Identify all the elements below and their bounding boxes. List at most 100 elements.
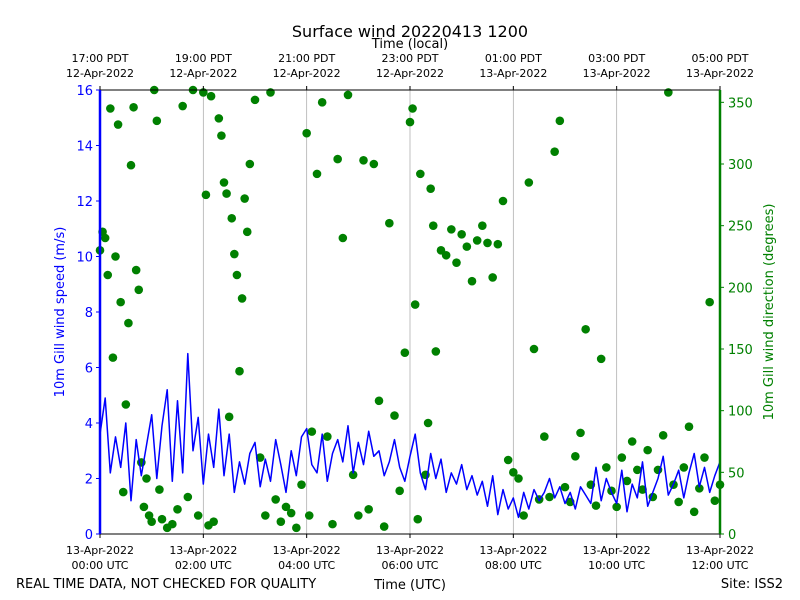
direction-point: [103, 270, 113, 280]
direction-point: [627, 437, 637, 446]
x-tick-label: 13-Apr-2022: [479, 544, 547, 557]
direction-point: [612, 502, 621, 512]
direction-point: [224, 412, 234, 422]
direction-point: [338, 233, 348, 243]
y2-tick-label: 250: [728, 220, 753, 235]
direction-point: [113, 120, 123, 129]
direction-point: [323, 432, 332, 441]
y2-tick-label: 300: [728, 158, 753, 173]
direction-point: [168, 519, 177, 529]
direction-point: [581, 324, 590, 334]
x2-tick-label: 21:00 PDT: [278, 52, 335, 65]
direction-point: [118, 487, 128, 497]
direction-point: [312, 169, 322, 179]
x2-tick-label: 12-Apr-2022: [376, 67, 444, 80]
direction-point: [400, 348, 410, 358]
direction-point: [390, 411, 399, 420]
y-tick-label: 0: [85, 528, 93, 543]
direction-point: [304, 511, 314, 520]
direction-point: [617, 453, 627, 462]
direction-point: [183, 492, 193, 502]
x2-tick-label: 12-Apr-2022: [66, 67, 134, 80]
direction-point: [493, 239, 503, 249]
direction-point: [116, 297, 125, 307]
x2-tick-label: 13-Apr-2022: [583, 67, 651, 80]
direction-point: [281, 502, 291, 512]
x-tick-label: 00:00 UTC: [71, 559, 128, 572]
direction-point: [596, 354, 606, 364]
direction-point: [413, 514, 423, 524]
direction-point: [416, 169, 425, 179]
direction-point: [514, 474, 523, 483]
y-tick-label: 10: [76, 251, 93, 266]
x2-tick-label: 01:00 PDT: [485, 52, 542, 65]
direction-point: [230, 249, 239, 259]
y2-tick-label: 50: [728, 466, 745, 481]
vertical-gridlines: [202, 90, 618, 534]
direction-point: [689, 507, 699, 517]
direction-point: [129, 102, 138, 112]
direction-point: [261, 511, 270, 520]
direction-point: [431, 347, 441, 356]
direction-point: [503, 455, 513, 465]
direction-point: [232, 270, 242, 280]
direction-point: [498, 196, 508, 206]
direction-point: [674, 497, 683, 507]
top-axis-ticks: 17:00 PDT 12-Apr-2022 19:00 PDT 12-Apr-2022…: [66, 52, 754, 90]
x-tick-label: 13-Apr-2022: [376, 544, 444, 557]
direction-point: [695, 484, 704, 493]
direction-point: [643, 445, 652, 455]
direction-point: [467, 276, 477, 286]
direction-point: [139, 502, 149, 512]
direction-point: [488, 273, 497, 282]
direction-point: [131, 265, 141, 275]
direction-point: [173, 505, 182, 514]
direction-point: [201, 190, 211, 200]
direction-point: [423, 418, 433, 428]
direction-point: [297, 480, 306, 489]
direction-point: [408, 104, 417, 113]
direction-point: [217, 131, 226, 140]
x2-tick-label: 13-Apr-2022: [686, 67, 754, 80]
left-axis-label: 10m Gill wind speed (m/s): [53, 227, 68, 398]
direction-point: [348, 470, 358, 480]
y-tick-label: 4: [85, 417, 93, 432]
direction-point: [106, 104, 115, 113]
x2-tick-label: 03:00 PDT: [588, 52, 645, 65]
left-axis-ticks: 0 2 4 6 8 10 12 14 16: [76, 84, 100, 543]
direction-point: [147, 517, 156, 526]
direction-point: [317, 98, 327, 107]
direction-point: [237, 294, 247, 303]
direction-point: [111, 252, 120, 261]
direction-point: [235, 366, 244, 376]
speed-line: [99, 352, 721, 519]
x-tick-label: 13-Apr-2022: [583, 544, 651, 557]
direction-point: [462, 242, 472, 251]
direction-point: [664, 88, 673, 97]
direction-point: [509, 468, 518, 477]
direction-point: [684, 422, 694, 432]
direction-point: [240, 194, 249, 203]
y2-tick-label: 200: [728, 281, 753, 296]
x-tick-label: 02:00 UTC: [175, 559, 232, 572]
y2-tick-label: 150: [728, 343, 753, 358]
direction-point: [591, 501, 601, 510]
chart-title: Surface wind 20220413 1200: [292, 22, 528, 41]
direction-point: [276, 517, 286, 526]
direction-point: [379, 522, 389, 531]
direction-point: [155, 485, 164, 494]
y-tick-label: 8: [85, 306, 93, 321]
right-axis-label: 10m Gill wind direction (degrees): [762, 204, 777, 421]
quality-disclaimer: REAL TIME DATA, NOT CHECKED FOR QUALITY: [16, 577, 316, 592]
direction-point: [633, 465, 642, 475]
bottom-axis-label: Time (UTC): [373, 578, 446, 593]
direction-point: [219, 178, 229, 187]
direction-point: [124, 318, 133, 328]
direction-point: [540, 432, 549, 441]
direction-point: [328, 519, 337, 529]
direction-point: [250, 95, 260, 105]
x2-tick-label: 17:00 PDT: [71, 52, 128, 65]
direction-point: [206, 91, 216, 101]
direction-point: [193, 511, 203, 520]
